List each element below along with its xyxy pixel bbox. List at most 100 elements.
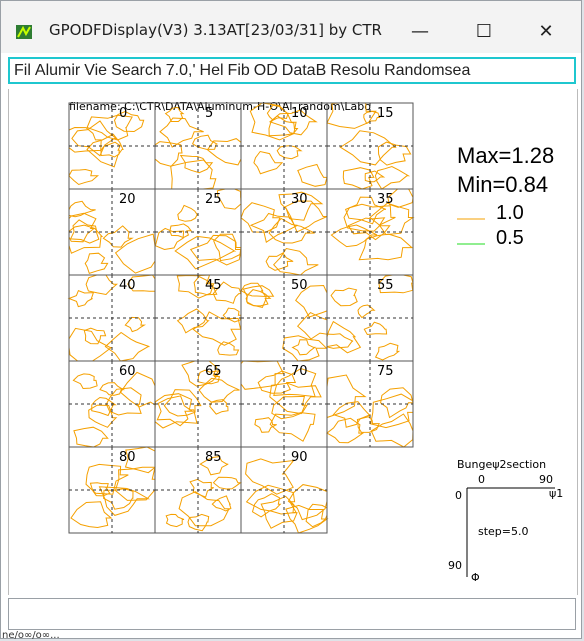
contour-line: [285, 504, 329, 534]
contour-line: [276, 145, 303, 160]
min-label: Min=0.84: [457, 172, 548, 197]
contour-line: [297, 163, 328, 187]
contour-line: [363, 321, 388, 336]
contour-line: [98, 486, 151, 516]
contour-line: [88, 404, 118, 428]
menu-database[interactable]: DataB: [281, 61, 327, 79]
contour-line: [339, 130, 397, 166]
contour-line: [269, 382, 322, 415]
contour-line: [370, 393, 414, 429]
menu-file[interactable]: Fil: [14, 61, 31, 79]
contour-line: [103, 488, 134, 510]
contour-line: [102, 225, 134, 248]
menu-resolution[interactable]: Resolu: [330, 61, 381, 79]
status-field[interactable]: [8, 598, 576, 630]
contour-line: [85, 463, 129, 495]
contour-line: [89, 482, 111, 497]
minimize-button[interactable]: —: [397, 15, 443, 47]
menu-view[interactable]: Vie: [84, 61, 108, 79]
contour-line: [257, 370, 297, 394]
contour-line: [356, 416, 380, 433]
title-bar[interactable]: GPODFDisplay(V3) 3.13AT[23/03/31] by CTR…: [1, 1, 581, 53]
contour-line: [284, 200, 328, 233]
contour-line: [344, 196, 387, 225]
section-label: 50: [291, 278, 308, 293]
contour-line: [251, 493, 282, 518]
contour-line: [370, 413, 414, 448]
contour-line: [67, 289, 95, 308]
menu-search[interactable]: Search: [111, 61, 162, 79]
contour-line: [330, 224, 378, 248]
section-label: 45: [205, 278, 222, 293]
contour-line: [189, 478, 214, 498]
contour-line: [358, 233, 414, 261]
odf-canvas[interactable]: filename: C:\CTR\DATA\Aluminum-H-O\Al_ra…: [8, 89, 578, 595]
section-label: 20: [119, 192, 136, 207]
section-label: 65: [205, 364, 222, 379]
key-step: step=5.0: [478, 525, 529, 538]
contour-line: [197, 369, 221, 385]
contour-line: [124, 446, 156, 474]
contour-line: [295, 284, 328, 318]
contour-line: [99, 382, 126, 396]
contour-line: [347, 217, 391, 241]
contour-line: [114, 233, 156, 274]
contour-line: [374, 165, 411, 190]
contour-line: [170, 159, 217, 190]
contour-line: [377, 141, 412, 166]
maximize-button[interactable]: ☐: [461, 15, 507, 47]
contour-line: [83, 327, 107, 345]
contour-line: [193, 275, 218, 296]
contour-line: [273, 367, 317, 398]
contour-line: [326, 374, 367, 419]
contour-line: [73, 426, 109, 448]
contour-line: [199, 456, 229, 476]
contour-line: [179, 154, 214, 174]
contour-line: [222, 307, 242, 323]
section-label: 30: [291, 192, 308, 207]
contour-line: [72, 373, 98, 390]
menu-help[interactable]: Hel: [199, 61, 224, 79]
contour-line: [86, 133, 124, 168]
contour-line: [176, 274, 215, 299]
contour-line: [330, 287, 358, 307]
section-label: 75: [377, 364, 394, 379]
contour-line: [159, 117, 204, 148]
contour-line: [266, 104, 289, 121]
contour-line: [363, 110, 381, 125]
contour-line: [68, 200, 96, 218]
contour-line: [268, 115, 299, 137]
contour-line: [240, 282, 267, 298]
menu-fiber[interactable]: Fib: [227, 61, 250, 79]
contour-line: [178, 491, 230, 527]
contour-line: [249, 102, 297, 141]
key-title: Bungeψ2section: [457, 458, 546, 471]
contour-line: [332, 401, 371, 428]
key-x-axis: ψ1: [549, 487, 563, 500]
menu-od[interactable]: OD: [253, 61, 278, 79]
close-button[interactable]: ✕: [523, 15, 569, 47]
contour-line: [278, 191, 324, 221]
section-label: 90: [291, 450, 308, 465]
menu-random-search[interactable]: Randomsea: [384, 61, 471, 79]
contour-line: [189, 234, 242, 266]
app-icon: [16, 25, 32, 39]
contour-line: [326, 320, 362, 354]
menu-version[interactable]: 7.0,': [165, 61, 196, 79]
contour-line: [253, 150, 284, 175]
contour-line: [192, 311, 242, 346]
contour-line: [245, 289, 272, 307]
contour-line: [240, 202, 281, 233]
menu-material[interactable]: Alumir: [34, 61, 81, 79]
contour-line: [169, 223, 193, 239]
contour-line: [100, 141, 121, 158]
contour-line: [378, 274, 414, 294]
contour-line: [124, 316, 147, 333]
contour-line: [105, 387, 142, 416]
contour-line: [296, 311, 328, 340]
contour-line: [380, 387, 414, 419]
section-label: 70: [291, 364, 308, 379]
contour-line: [187, 513, 210, 532]
contour-line: [69, 219, 100, 244]
